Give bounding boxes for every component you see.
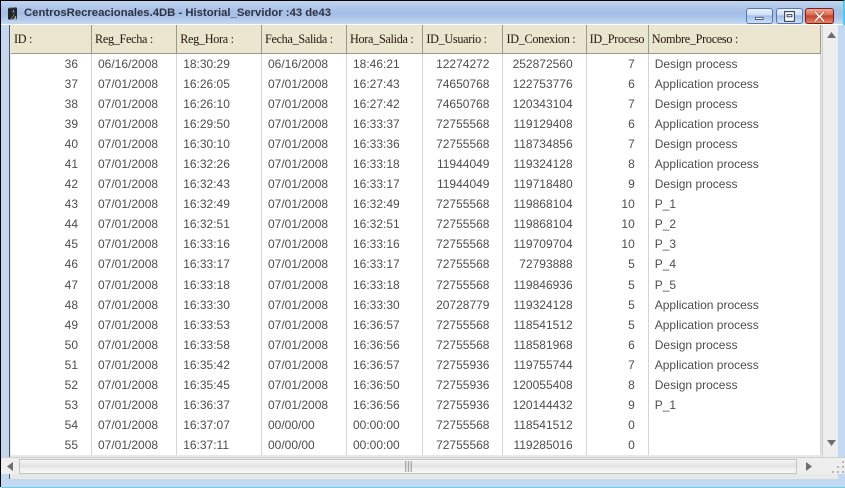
svg-text:4: 4 xyxy=(14,15,17,20)
